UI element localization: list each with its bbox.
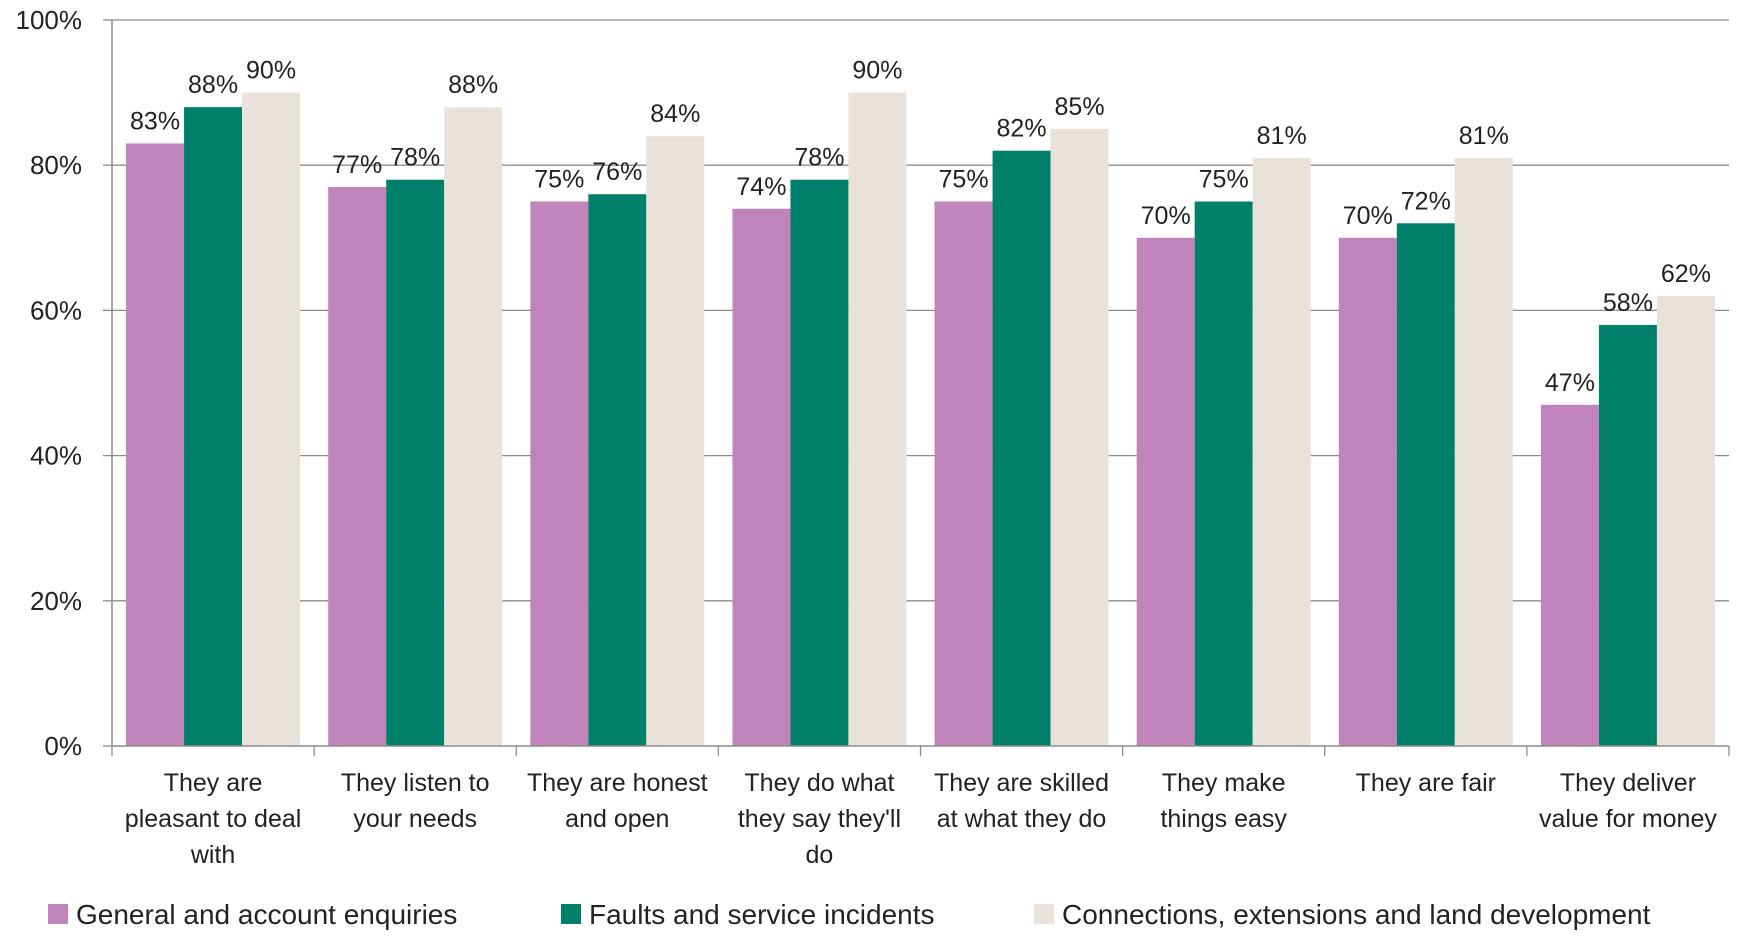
y-tick-label: 0%	[44, 731, 82, 761]
data-label: 77%	[332, 151, 382, 179]
data-label: 75%	[939, 166, 989, 194]
data-label: 75%	[1199, 166, 1249, 194]
y-tick-label: 40%	[30, 441, 82, 471]
data-label: 62%	[1661, 260, 1711, 288]
legend: General and account enquiries Faults and …	[48, 899, 1651, 930]
bar-3-5	[1050, 128, 1109, 746]
category-label: They are honest and open	[527, 769, 708, 833]
data-label: 72%	[1401, 187, 1451, 215]
y-tick-label: 20%	[30, 586, 82, 616]
bar-3-6	[1252, 157, 1311, 746]
data-label: 82%	[997, 115, 1047, 143]
bar-2-6	[1194, 201, 1253, 746]
category-label: They are skilled at what they do	[934, 769, 1109, 833]
bar-1-4	[732, 208, 791, 746]
category-label: They make things easy	[1160, 769, 1287, 833]
legend-swatch	[1034, 904, 1054, 924]
category-label: They listen to your needs	[341, 769, 490, 833]
bar-1-6	[1136, 237, 1195, 747]
bar-1-3	[530, 201, 589, 746]
data-labels: 83% 77% 75% 74% 75% 70% 70% 47% 88% 78% 76% 78% 82% 7…	[130, 57, 1711, 397]
data-label: 81%	[1257, 122, 1307, 150]
data-label: 88%	[448, 71, 498, 99]
axes: 0% 20% 40% 60% 80% 100% They are pleasant to de…	[16, 5, 1730, 869]
legend-label: General and account enquiries	[76, 899, 457, 930]
bar-3-3	[646, 136, 705, 746]
data-label: 76%	[592, 158, 642, 186]
bar-2-3	[588, 194, 647, 747]
data-label: 84%	[650, 100, 700, 128]
bar-2-2	[386, 179, 445, 747]
y-tick-label: 60%	[30, 295, 82, 325]
data-label: 78%	[794, 144, 844, 172]
legend-swatch	[561, 904, 581, 924]
bar-2-5	[992, 150, 1051, 746]
bars	[126, 92, 1715, 747]
bar-1-2	[328, 186, 387, 747]
data-label: 74%	[736, 173, 786, 201]
legend-label: Faults and service incidents	[589, 899, 935, 930]
bar-1-1	[126, 143, 185, 747]
bar-3-1	[242, 92, 301, 747]
bar-1-8	[1540, 404, 1599, 746]
category-label: They do what they say they'll do	[738, 769, 901, 869]
bar-3-7	[1454, 157, 1513, 746]
bar-2-4	[790, 179, 849, 747]
data-label: 81%	[1459, 122, 1509, 150]
data-label: 90%	[246, 57, 296, 85]
category-label: They are pleasant to deal with	[125, 769, 302, 869]
category-label: They deliver value for money	[1539, 769, 1717, 833]
y-tick-label: 80%	[30, 150, 82, 180]
data-label: 70%	[1343, 202, 1393, 230]
bar-2-8	[1598, 324, 1657, 746]
bar-3-8	[1656, 295, 1715, 746]
data-label: 47%	[1545, 369, 1595, 397]
data-label: 88%	[188, 71, 238, 99]
data-label: 85%	[1055, 93, 1105, 121]
bar-3-2	[444, 107, 503, 747]
bar-3-4	[848, 92, 907, 747]
bar-2-7	[1396, 223, 1455, 746]
data-label: 90%	[852, 57, 902, 85]
bar-1-5	[934, 201, 993, 746]
data-label: 83%	[130, 107, 180, 135]
legend-swatch	[48, 904, 68, 924]
data-label: 78%	[390, 144, 440, 172]
bar-2-1	[184, 107, 243, 747]
category-label: They are fair	[1356, 769, 1496, 797]
bar-1-7	[1338, 237, 1397, 747]
data-label: 75%	[534, 166, 584, 194]
data-label: 70%	[1141, 202, 1191, 230]
legend-label: Connections, extensions and land develop…	[1062, 899, 1651, 930]
y-tick-label: 100%	[16, 5, 83, 35]
data-label: 58%	[1603, 289, 1653, 317]
